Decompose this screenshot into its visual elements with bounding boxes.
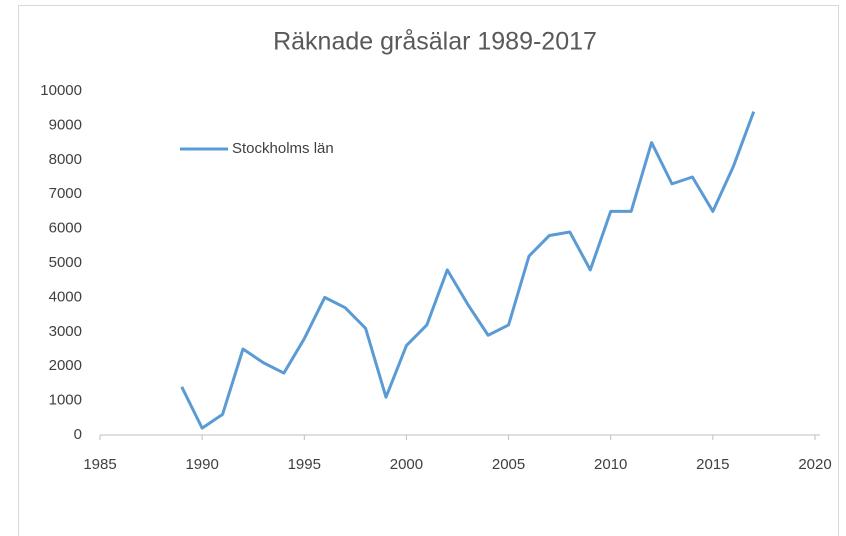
chart-title: Räknade gråsälar 1989-2017 — [273, 28, 597, 56]
y-tick-label: 10000 — [40, 82, 82, 99]
series-line — [180, 111, 756, 430]
x-tick-label: 1990 — [185, 456, 218, 473]
y-tick-label: 6000 — [49, 220, 82, 237]
x-tick-label: 2020 — [798, 456, 831, 473]
x-tick-label: 1985 — [83, 456, 116, 473]
x-tick-label: 2015 — [696, 456, 729, 473]
y-tick-label: 8000 — [49, 151, 82, 168]
y-tick-label: 3000 — [49, 323, 82, 340]
x-tick-label: 2010 — [594, 456, 627, 473]
y-tick-label: 0 — [74, 426, 82, 443]
y-tick-label: 5000 — [49, 254, 82, 271]
y-tick-label: 7000 — [49, 185, 82, 202]
y-tick-label: 2000 — [49, 357, 82, 374]
x-tick-label: 2005 — [492, 456, 525, 473]
x-tick-label: 1995 — [288, 456, 321, 473]
legend-label: Stockholms län — [232, 140, 334, 157]
y-tick-label: 1000 — [49, 392, 82, 409]
y-tick-label: 4000 — [49, 288, 82, 305]
x-tick-label: 2000 — [390, 456, 423, 473]
chart-frame — [18, 5, 839, 536]
y-tick-label: 9000 — [49, 116, 82, 133]
